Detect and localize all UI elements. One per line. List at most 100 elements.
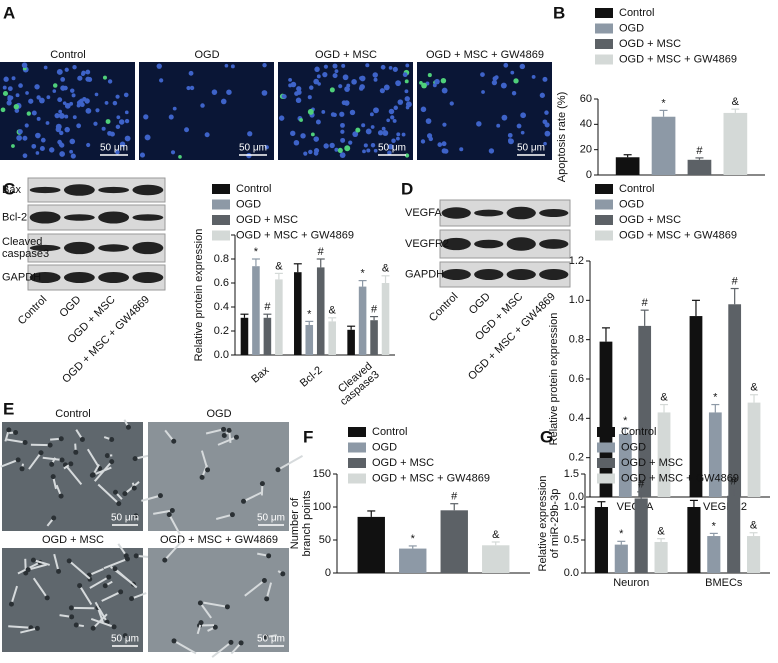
cell-nucleus xyxy=(64,67,69,72)
cell-tube xyxy=(199,602,212,619)
image-caption: Control xyxy=(50,49,85,61)
cell-nucleus xyxy=(314,66,320,72)
cell-tube xyxy=(94,460,113,482)
cell-body xyxy=(221,426,227,432)
cell-nucleus xyxy=(200,103,205,108)
legend-label: OGD + MSC + GW4869 xyxy=(619,53,737,65)
cell-nucleus xyxy=(95,108,100,113)
cell-body xyxy=(30,557,36,563)
blot-band xyxy=(29,244,61,252)
cell-nucleus xyxy=(377,130,384,136)
cell-nucleus xyxy=(15,93,20,98)
blot-band xyxy=(63,272,95,283)
significance-mark: * xyxy=(254,246,259,258)
significance-mark: & xyxy=(750,520,758,532)
cell-body xyxy=(73,622,79,628)
y-tick-label: 60 xyxy=(580,93,592,105)
cell-nucleus xyxy=(330,112,336,117)
blot-band xyxy=(98,186,130,194)
cell-tube xyxy=(114,567,138,589)
bar xyxy=(381,283,390,355)
bar xyxy=(294,272,302,355)
significance-mark: # xyxy=(451,491,458,503)
cell-nucleus xyxy=(186,85,191,91)
image-caption: Control xyxy=(55,408,90,420)
cell-nucleus xyxy=(296,86,302,92)
cell-nucleus xyxy=(211,89,218,95)
cell-tube xyxy=(88,568,104,577)
cell-nucleus xyxy=(370,125,375,129)
legend-label: OGD xyxy=(619,22,644,34)
cell-nucleus xyxy=(281,94,286,99)
cell-nucleus xyxy=(323,64,329,69)
cell-nucleus xyxy=(337,147,343,153)
cell-nucleus xyxy=(500,82,507,89)
legend-swatch xyxy=(595,199,613,210)
cell-nucleus xyxy=(508,138,512,143)
legend-swatch xyxy=(595,8,613,18)
cell-body xyxy=(266,553,272,559)
cell-nucleus xyxy=(481,90,485,94)
cell-nucleus xyxy=(24,123,29,128)
blot-band xyxy=(132,184,164,196)
cell-nucleus xyxy=(496,123,501,128)
bar xyxy=(263,317,272,355)
legend-swatch xyxy=(595,184,613,194)
text-line: Number of xyxy=(289,497,301,549)
y-axis-label: Relative protein expression xyxy=(193,229,205,362)
cell-nucleus xyxy=(76,123,82,129)
scale-label: 50 μm xyxy=(111,634,139,645)
cell-nucleus xyxy=(204,132,210,138)
cell-nucleus xyxy=(449,101,454,106)
significance-mark: & xyxy=(750,382,758,394)
cell-nucleus xyxy=(76,103,81,108)
text-line: branch points xyxy=(301,490,313,557)
cell-nucleus xyxy=(56,68,63,75)
blot-band xyxy=(506,237,536,251)
significance-mark: # xyxy=(696,145,703,157)
cell-nucleus xyxy=(85,108,92,114)
y-tick-label: 0.4 xyxy=(214,301,229,313)
cell-body xyxy=(157,493,163,499)
cell-nucleus xyxy=(22,153,28,159)
cell-nucleus xyxy=(441,141,447,147)
cell-nucleus xyxy=(85,69,91,75)
cell-tube xyxy=(33,559,51,566)
cell-nucleus xyxy=(11,76,16,81)
y-tick-label: 0.2 xyxy=(214,325,229,337)
blot-row-label: Cleaved caspase3 xyxy=(2,236,49,260)
significance-mark: # xyxy=(732,275,739,287)
cell-nucleus xyxy=(264,145,269,150)
cell-body xyxy=(59,457,65,463)
significance-mark: & xyxy=(660,391,668,403)
cell-nucleus xyxy=(28,98,34,104)
cell-body xyxy=(221,432,227,438)
cell-nucleus xyxy=(397,99,404,105)
cell-nucleus xyxy=(226,89,232,95)
image-caption: OGD xyxy=(206,408,231,420)
cell-nucleus xyxy=(480,72,485,77)
cell-body xyxy=(13,430,19,436)
cell-nucleus xyxy=(307,95,312,100)
cell-nucleus xyxy=(57,97,63,103)
bar xyxy=(723,112,748,175)
cell-nucleus xyxy=(55,126,62,133)
bar xyxy=(370,320,378,355)
cell-nucleus xyxy=(71,93,76,98)
cell-nucleus xyxy=(338,84,343,89)
cell-body xyxy=(49,461,55,467)
cell-tube xyxy=(97,483,120,505)
legend-swatch xyxy=(595,23,613,34)
cell-nucleus xyxy=(261,90,268,96)
blot-band xyxy=(474,269,504,280)
y-tick-label: 0.2 xyxy=(569,452,584,464)
cell-nucleus xyxy=(26,111,31,116)
cell-nucleus xyxy=(288,77,293,82)
cell-nucleus xyxy=(434,78,440,85)
cell-nucleus xyxy=(94,92,99,97)
cell-nucleus xyxy=(69,149,74,154)
cell-nucleus xyxy=(124,118,130,124)
cell-nucleus xyxy=(124,135,131,142)
cell-tube xyxy=(27,563,47,571)
cell-tube xyxy=(5,438,26,444)
